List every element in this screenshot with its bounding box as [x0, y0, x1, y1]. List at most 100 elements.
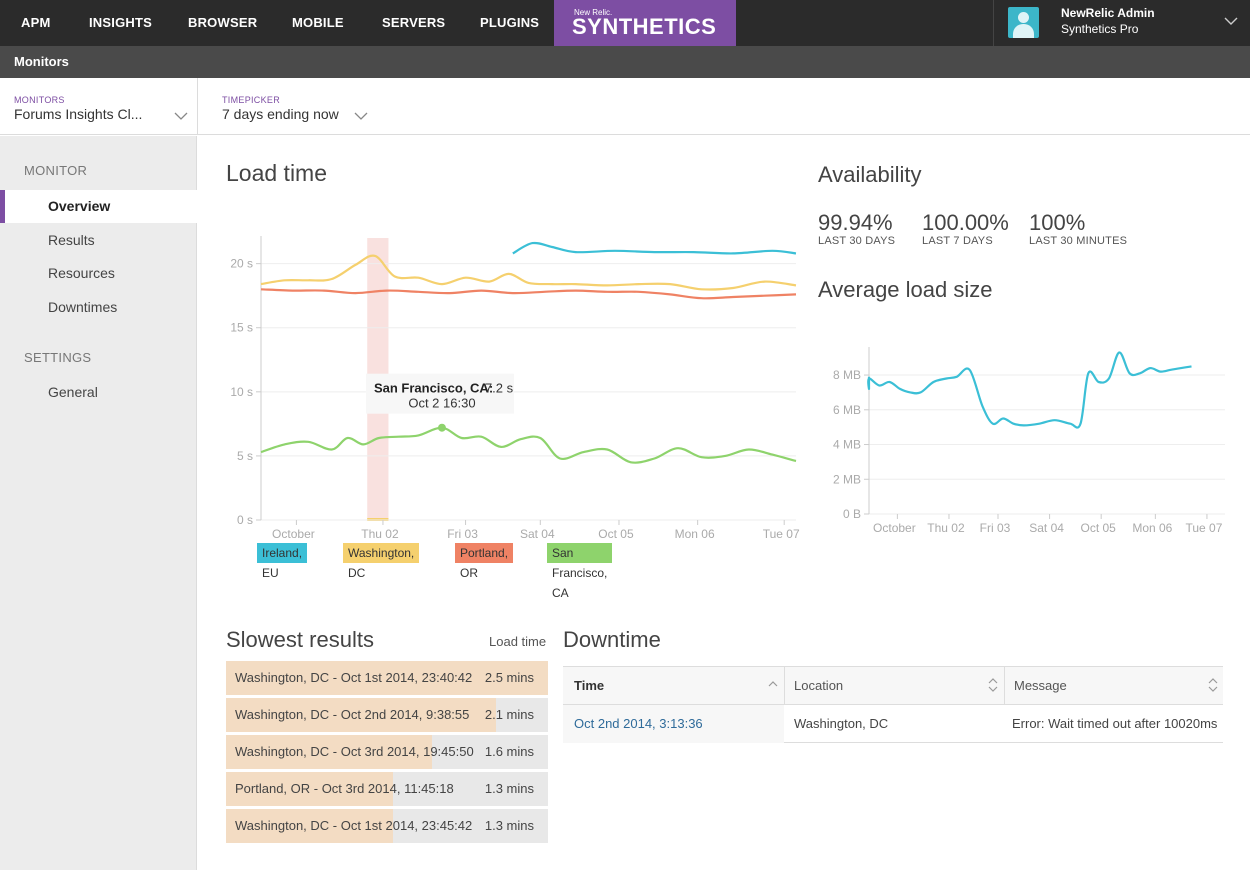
list-item[interactable]: Portland, OR - Oct 3rd 2014, 11:45:18 1.3…: [226, 772, 548, 806]
result-label: Portland, OR - Oct 3rd 2014, 11:45:18: [235, 781, 454, 796]
y-tick-label: 10 s: [230, 385, 253, 399]
availability-30-days-label: LAST 30 DAYS: [818, 235, 896, 247]
tooltip-point: [437, 423, 446, 432]
sidebar-item-general[interactable]: General: [48, 384, 98, 400]
downtime-table: Time Location Message Oct 2nd 2014, 3:13…: [563, 666, 1223, 743]
availability-30-minutes-value: 100%: [1029, 210, 1086, 235]
nav-apm[interactable]: APM: [21, 15, 51, 30]
x-tick-label: Fri 03: [980, 521, 1011, 535]
legend-portland[interactable]: Portland, OR: [455, 543, 514, 580]
monitor-select-value[interactable]: Forums Insights Cl...: [14, 106, 143, 122]
column-header-time[interactable]: Time: [574, 678, 605, 693]
list-item[interactable]: Washington, DC - Oct 1st 2014, 23:45:42 1…: [226, 809, 548, 843]
availability-7-days-label: LAST 7 DAYS: [922, 235, 993, 247]
nav-synthetics[interactable]: New Relic. SYNTHETICS: [554, 0, 736, 46]
nav-plugins[interactable]: PLUGINS: [480, 15, 540, 30]
x-tick-label: Oct 05: [1080, 521, 1116, 535]
brand-small-text: New Relic.: [574, 8, 613, 17]
legend-san-francisco[interactable]: San Francisco, CA: [547, 543, 613, 600]
table-row: Oct 2nd 2014, 3:13:36 Washington, DC Err…: [563, 705, 1223, 743]
column-header-location[interactable]: Location: [794, 678, 844, 693]
x-tick-label: Fri 03: [447, 527, 478, 541]
timepicker-value[interactable]: 7 days ending now: [222, 106, 339, 122]
sidebar-item-downtimes[interactable]: Downtimes: [48, 299, 118, 315]
result-load-time: 2.1 mins: [484, 707, 534, 722]
tooltip-background: [365, 373, 514, 414]
selector-bar: MONITORS Forums Insights Cl... TIMEPICKE…: [0, 78, 1250, 135]
legend-ireland[interactable]: Ireland, EU: [257, 543, 308, 580]
nav-insights[interactable]: INSIGHTS: [89, 15, 152, 30]
sort-icon[interactable]: [988, 678, 998, 692]
sidebar-item-results[interactable]: Results: [48, 232, 95, 248]
user-menu[interactable]: NewRelic Admin Synthetics Pro: [993, 0, 1250, 46]
chevron-down-icon[interactable]: [1224, 16, 1238, 26]
result-load-time: 2.5 mins: [484, 670, 534, 685]
x-tick-label: October: [873, 521, 916, 535]
load-time-column-label: Load time: [489, 634, 547, 649]
downtime-title: Downtime: [563, 627, 661, 652]
y-tick-label: 0 s: [237, 513, 253, 527]
page-title-bar: Monitors: [0, 46, 1250, 78]
y-tick-label: 0 B: [843, 507, 861, 521]
legend-washington[interactable]: Washington, DC: [343, 543, 420, 580]
result-load-time: 1.3 mins: [484, 781, 534, 796]
list-item[interactable]: Washington, DC - Oct 3rd 2014, 19:45:50 1…: [226, 735, 548, 769]
availability-30-days-value: 99.94%: [818, 210, 893, 235]
x-tick-label: Sat 04: [520, 527, 555, 541]
x-tick-label: Sat 04: [1029, 521, 1064, 535]
result-label: Washington, DC - Oct 3rd 2014, 19:45:50: [235, 744, 474, 759]
divider: [197, 78, 198, 135]
y-tick-label: 4 MB: [833, 438, 861, 452]
page-title: Monitors: [14, 54, 69, 69]
sidebar-item-overview[interactable]: Overview: [0, 190, 197, 223]
downtime-message: Error: Wait timed out after 10020ms: [1012, 716, 1218, 731]
y-tick-label: 5 s: [237, 449, 253, 463]
series-line: [260, 254, 797, 291]
avatar: [1008, 7, 1039, 38]
sort-icon[interactable]: [1208, 678, 1218, 692]
x-tick-label: Oct 05: [598, 527, 634, 541]
sidebar-heading-monitor: MONITOR: [24, 163, 88, 178]
top-navigation: APM INSIGHTS BROWSER MOBILE SERVERS PLUG…: [0, 0, 1250, 46]
load-time-title: Load time: [226, 160, 328, 186]
nav-mobile[interactable]: MOBILE: [292, 15, 344, 30]
timepicker-label: TIMEPICKER: [222, 95, 281, 105]
average-load-size-chart: 0 B 2 MB 4 MB 6 MB 8 MB October Thu 02 Fri 03 Sa…: [833, 347, 1225, 535]
sidebar-item-resources[interactable]: Resources: [48, 265, 115, 281]
x-tick-label: Thu 02: [361, 527, 399, 541]
x-tick-label: Thu 02: [927, 521, 965, 535]
series-line: [260, 426, 797, 464]
series-line: [867, 351, 1192, 429]
list-item[interactable]: Washington, DC - Oct 2nd 2014, 9:38:55 2.…: [226, 698, 548, 732]
sidebar-heading-settings: SETTINGS: [24, 350, 92, 365]
y-tick-label: 8 MB: [833, 368, 861, 382]
load-time-bar: [226, 735, 433, 769]
slowest-results-title: Slowest results: [226, 627, 374, 652]
nav-browser[interactable]: BROWSER: [188, 15, 258, 30]
tooltip-location: San Francisco, CA:: [374, 381, 493, 396]
nav-servers[interactable]: SERVERS: [382, 15, 446, 30]
y-tick-label: 6 MB: [833, 403, 861, 417]
downtime-location: Washington, DC: [794, 716, 889, 731]
chevron-down-icon[interactable]: [354, 111, 368, 121]
tooltip-value: 7.2 s: [485, 381, 514, 396]
chevron-down-icon[interactable]: [174, 111, 188, 121]
downtime-time-link[interactable]: Oct 2nd 2014, 3:13:36: [574, 716, 703, 731]
load-time-chart: 0 s 5 s 10 s 15 s 20 s October Thu 02 Fri 03 Sat…: [230, 236, 800, 541]
brand-logo-text: SYNTHETICS: [572, 14, 717, 39]
load-time-bar: [226, 809, 394, 843]
load-time-bar: [226, 772, 394, 806]
sidebar: MONITOR Overview Results Resources Downt…: [0, 136, 197, 870]
column-header-message[interactable]: Message: [1014, 678, 1067, 693]
result-load-time: 1.3 mins: [484, 818, 534, 833]
availability-30-minutes-label: LAST 30 MINUTES: [1029, 235, 1128, 247]
x-tick-label: Mon 06: [1132, 521, 1172, 535]
result-label: Washington, DC - Oct 2nd 2014, 9:38:55: [235, 707, 470, 722]
sort-ascending-icon[interactable]: [768, 680, 778, 690]
result-label: Washington, DC - Oct 1st 2014, 23:45:42: [235, 818, 473, 833]
list-item[interactable]: Washington, DC - Oct 1st 2014, 23:40:42 2…: [226, 661, 548, 695]
y-tick-label: 15 s: [230, 321, 253, 335]
monitors-label: MONITORS: [14, 95, 65, 105]
slowest-results-list: Washington, DC - Oct 1st 2014, 23:40:42 2…: [226, 661, 548, 846]
tooltip-time: Oct 2 16:30: [408, 396, 475, 411]
